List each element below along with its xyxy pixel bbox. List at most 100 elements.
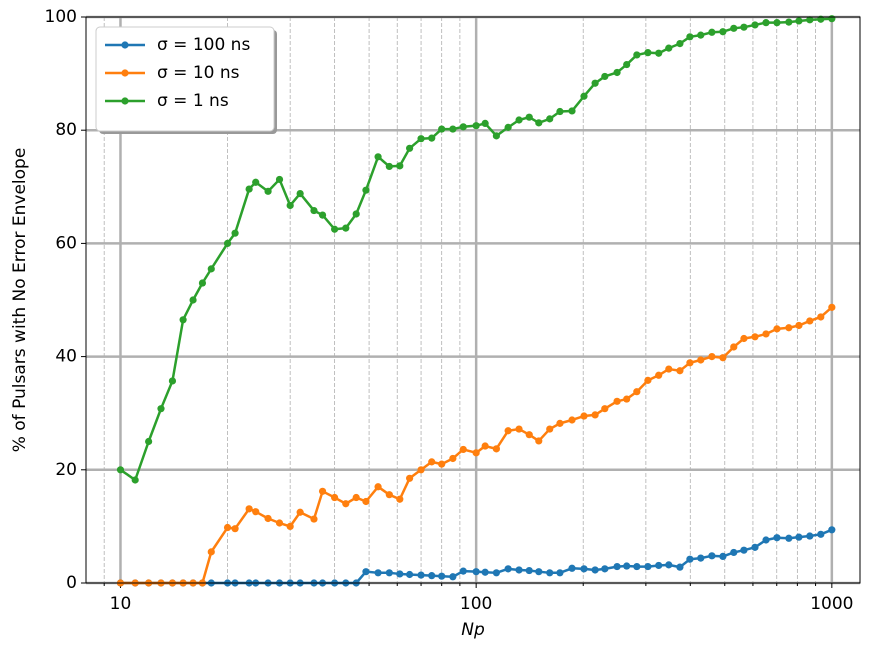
legend-marker — [121, 97, 129, 105]
data-point — [459, 445, 467, 454]
data-point — [633, 562, 641, 571]
data-point — [515, 566, 523, 574]
legend-label: σ = 10 ns — [157, 63, 240, 83]
data-point — [730, 343, 738, 351]
data-point — [252, 508, 260, 516]
data-point — [374, 153, 382, 161]
data-point — [472, 568, 480, 576]
data-point — [286, 201, 294, 210]
data-point — [264, 187, 272, 195]
data-point — [168, 377, 177, 385]
data-point — [385, 162, 393, 171]
data-point — [613, 68, 621, 77]
y-tick-label: 100 — [45, 7, 77, 27]
data-point — [546, 115, 554, 123]
data-point — [730, 548, 738, 557]
data-point — [806, 532, 814, 540]
data-point — [438, 125, 446, 133]
data-point — [342, 500, 350, 508]
data-point — [785, 534, 793, 542]
data-point — [740, 334, 748, 343]
data-point — [719, 28, 727, 36]
data-point — [751, 333, 759, 341]
data-point — [785, 324, 793, 332]
data-point — [535, 119, 543, 127]
data-point — [623, 395, 631, 403]
data-point — [806, 16, 814, 24]
data-point — [438, 572, 446, 580]
data-point — [145, 437, 153, 446]
data-point — [481, 442, 489, 450]
data-point — [686, 555, 694, 563]
y-tick-label: 20 — [55, 460, 77, 480]
data-point — [591, 79, 599, 87]
data-point — [591, 411, 599, 419]
data-point — [719, 552, 727, 560]
data-point — [318, 487, 327, 495]
data-point — [417, 135, 425, 143]
data-point — [601, 72, 609, 81]
data-point — [525, 113, 533, 121]
data-point — [264, 514, 272, 523]
data-point — [362, 568, 370, 576]
data-point — [428, 572, 436, 580]
data-point — [459, 123, 467, 131]
data-point — [515, 116, 523, 124]
data-point — [131, 476, 139, 484]
data-point — [331, 225, 339, 233]
data-point — [362, 497, 370, 506]
data-point — [385, 491, 393, 499]
data-point — [535, 568, 543, 576]
data-point — [751, 21, 759, 29]
data-point — [417, 571, 425, 579]
data-point — [449, 573, 457, 581]
data-point — [417, 466, 425, 474]
data-point — [773, 325, 781, 333]
data-point — [568, 416, 576, 424]
data-point — [352, 493, 360, 502]
data-point — [352, 210, 360, 218]
data-point — [286, 522, 294, 531]
data-point — [481, 568, 489, 576]
data-point — [157, 405, 165, 413]
data-point — [342, 224, 350, 232]
data-point — [751, 543, 759, 551]
data-point — [828, 526, 836, 534]
legend-label: σ = 100 ns — [157, 35, 250, 55]
data-point — [633, 51, 641, 59]
data-point — [708, 552, 716, 560]
data-point — [428, 458, 436, 466]
legend-label: σ = 1 ns — [157, 91, 229, 111]
data-point — [806, 317, 814, 325]
data-point — [556, 419, 564, 427]
data-point — [504, 123, 512, 131]
data-point — [459, 567, 467, 575]
data-point — [762, 536, 770, 544]
data-point — [580, 412, 588, 420]
x-tick-label: 10 — [110, 594, 132, 614]
plot-frame — [85, 16, 861, 584]
data-point — [406, 474, 414, 482]
data-point — [515, 425, 523, 433]
data-point — [613, 562, 621, 571]
data-point — [472, 449, 480, 457]
data-point — [556, 107, 564, 116]
data-point — [449, 125, 457, 133]
data-point — [568, 564, 576, 572]
data-point — [449, 454, 457, 463]
data-point — [223, 523, 232, 532]
data-point — [817, 530, 825, 538]
data-point — [525, 431, 533, 439]
data-point — [396, 162, 404, 170]
data-point — [697, 554, 705, 562]
data-point — [310, 206, 318, 215]
data-point — [676, 563, 684, 571]
data-point — [481, 119, 489, 128]
data-point — [198, 279, 207, 287]
data-point — [428, 134, 436, 142]
data-point — [665, 44, 673, 52]
data-point — [223, 239, 232, 247]
data-point — [504, 565, 512, 573]
data-point — [655, 371, 663, 379]
